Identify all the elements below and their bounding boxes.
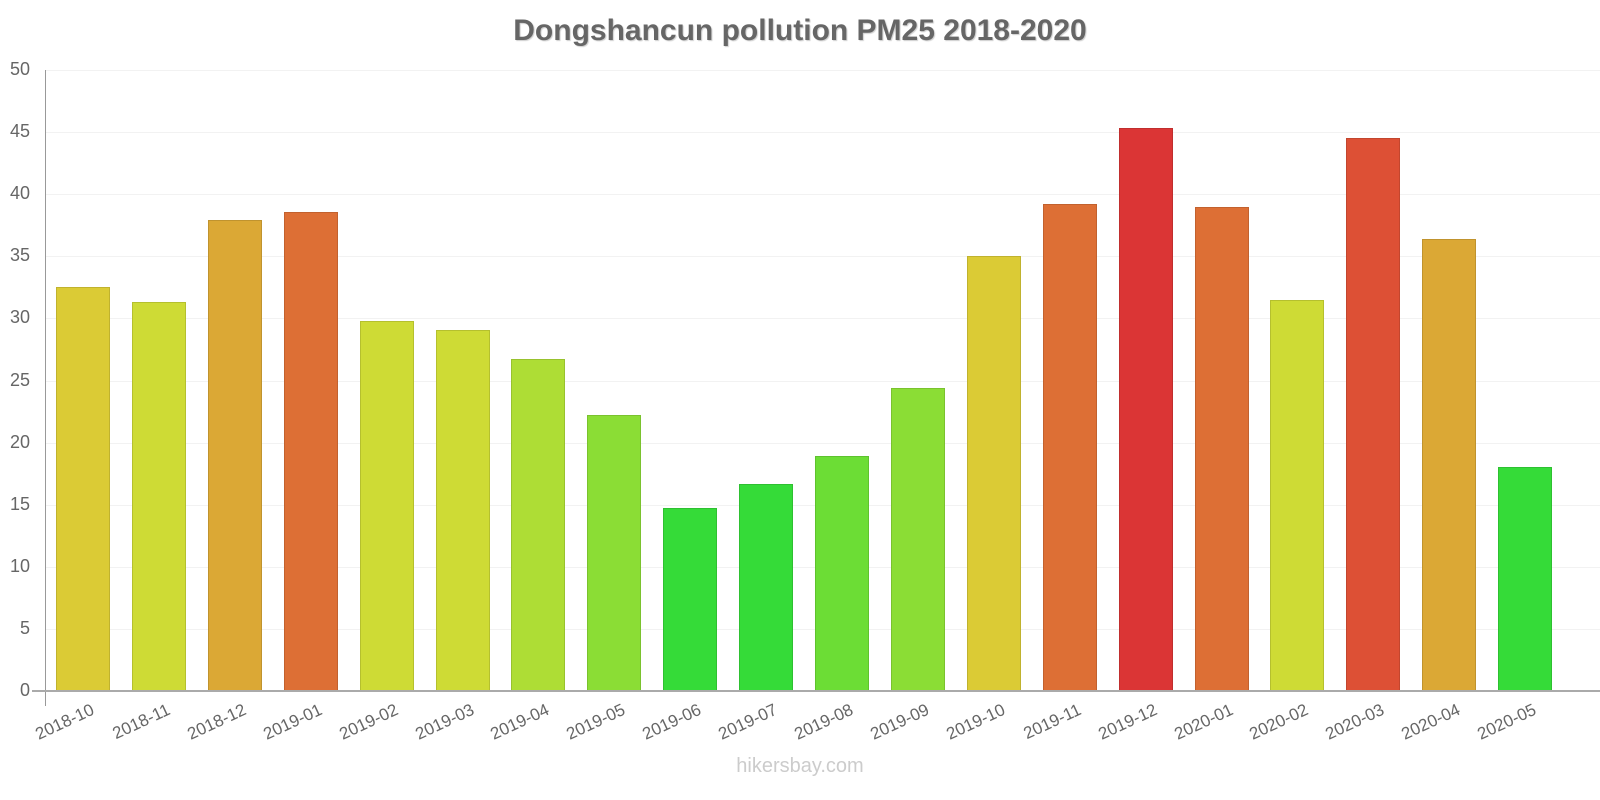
gridline [46,132,1600,134]
bar-2019-10[interactable] [966,256,1021,691]
y-tick-label: 45 [9,121,30,142]
gridline [46,318,1600,320]
bar-2020-04[interactable] [1422,238,1477,691]
y-tick-label: 15 [9,493,30,514]
bar-2020-01[interactable] [1194,206,1249,691]
bar-2020-02[interactable] [1270,299,1325,691]
gridline [46,256,1600,258]
bar-2019-12[interactable] [1118,128,1173,691]
gridline [46,194,1600,196]
y-tick-label: 30 [9,307,30,328]
y-tick-label: 50 [9,59,30,79]
gridline [46,380,1600,382]
bar-2018-12[interactable] [207,220,262,691]
gridline [46,442,1600,444]
y-tick-label: 20 [9,431,30,452]
watermark: hikersbay.com [736,755,864,777]
bar-2019-02[interactable] [359,320,414,691]
bar-2019-03[interactable] [435,329,490,691]
x-axis-line [32,690,1600,692]
y-axis-line [45,70,46,706]
bar-2019-11[interactable] [1042,204,1097,691]
chart-title: Dongshancun pollution PM25 2018-2020 [513,14,1087,47]
bar-2018-10[interactable] [56,287,110,691]
y-tick-label: 40 [9,183,30,204]
y-tick-label: 35 [9,245,30,266]
bar-2019-01[interactable] [283,211,338,691]
y-tick-label: 25 [9,369,30,390]
bar-2018-11[interactable] [131,302,186,691]
bar-2019-04[interactable] [511,359,566,691]
gridline [46,70,1600,71]
bar-2019-05[interactable] [587,415,642,691]
y-tick-label: 0 [19,680,30,700]
bar-2019-07[interactable] [739,483,794,691]
y-tick-label: 10 [9,555,30,576]
plot-area [46,70,1600,692]
bar-2019-08[interactable] [815,456,869,691]
bar-2019-06[interactable] [663,508,718,691]
y-tick-label: 5 [19,617,30,638]
bar-2019-09[interactable] [890,387,945,691]
bar-2020-05[interactable] [1498,467,1553,691]
bar-2020-03[interactable] [1346,138,1401,691]
